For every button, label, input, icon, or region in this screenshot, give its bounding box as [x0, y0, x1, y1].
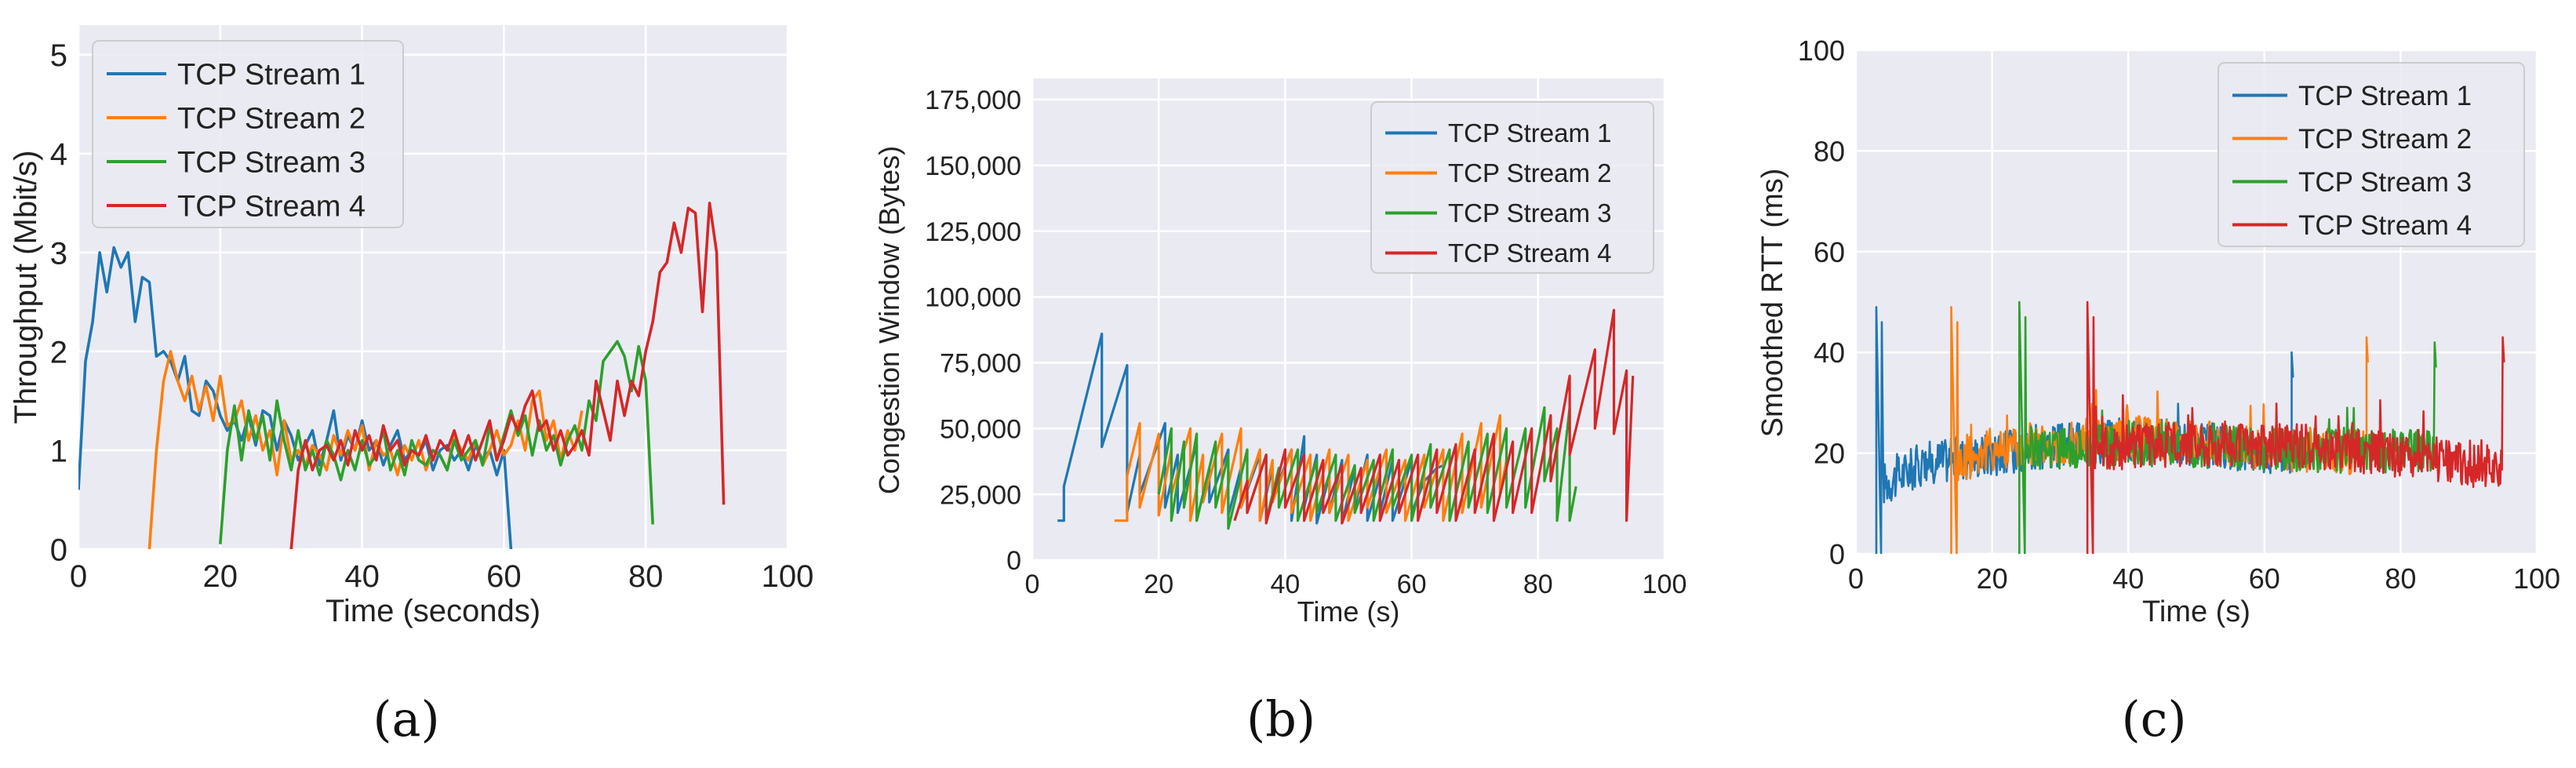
y-tick-label: 4: [50, 137, 67, 172]
chart-panel-b: 0 20 40 60 80 100 0 25,000 50,000 75,000 100,000 12…: [873, 78, 1686, 748]
caption-a: (a): [373, 690, 439, 748]
lines-a: [78, 202, 726, 549]
y-axis-title-a: Throughput (Mbit/s): [9, 150, 43, 424]
legend-label-4: TCP Stream 4: [1448, 238, 1611, 268]
legend-a: TCP Stream 1 TCP Stream 2 TCP Stream 3 TCP …: [92, 40, 404, 228]
x-tick-label: 40: [2112, 562, 2144, 595]
y-tick-label: 100: [1798, 35, 1845, 67]
x-tick-label: 60: [2249, 562, 2280, 595]
legend-label-3: TCP Stream 3: [2298, 167, 2472, 198]
y-tick-label: 50,000: [940, 414, 1021, 444]
y-tick-label: 125,000: [925, 217, 1021, 247]
legend-label-2: TCP Stream 2: [177, 102, 366, 135]
x-tick-label: 100: [2513, 562, 2560, 595]
y-axis-title-c: Smoothed RTT (ms): [1756, 169, 1789, 438]
y-tick-label: 25,000: [940, 480, 1021, 510]
y-tick-label: 20: [1814, 438, 1845, 470]
legend-box: [2218, 62, 2525, 247]
x-tick-label: 0: [70, 559, 87, 594]
x-axis-title-c: Time (s): [2142, 595, 2250, 628]
x-tick-label: 40: [1270, 570, 1300, 599]
legend-box: [92, 40, 404, 228]
x-tick-label: 80: [628, 559, 664, 594]
y-tick-label: 0: [1006, 546, 1021, 576]
series-line-4: [289, 202, 726, 549]
x-tick-label: 0: [1025, 570, 1040, 599]
y-tick-label: 40: [1814, 337, 1845, 369]
y-tick-label: 0: [50, 533, 67, 567]
x-axis-title-b: Time (s): [1297, 595, 1400, 628]
y-tick-label: 100,000: [925, 283, 1021, 313]
y-tick-label: 150,000: [925, 151, 1021, 181]
x-tick-label: 20: [1144, 570, 1173, 599]
y-tick-label: 80: [1814, 135, 1845, 167]
legend-label-4: TCP Stream 4: [2298, 210, 2472, 241]
ticks-c: 0 20 40 60 80 100 0 20 40 60 80 100: [1798, 35, 2560, 595]
ticks-a: 0 20 40 60 80 100 0 1 2 3 4 5: [50, 38, 814, 594]
series-line-4: [1233, 308, 1635, 525]
y-tick-label: 5: [50, 38, 67, 73]
legend-label-1: TCP Stream 1: [1448, 118, 1611, 147]
x-tick-label: 100: [1643, 570, 1687, 599]
lines-c: [1875, 300, 2505, 554]
legend-box: [1370, 101, 1654, 274]
caption-b: (b): [1246, 690, 1315, 748]
x-tick-label: 0: [1848, 562, 1864, 595]
x-tick-label: 20: [203, 559, 238, 594]
legend-label-2: TCP Stream 2: [2298, 124, 2472, 155]
y-axis-title-b: Congestion Window (Bytes): [873, 146, 905, 494]
x-tick-label: 60: [1397, 570, 1427, 599]
legend-b: TCP Stream 1 TCP Stream 2 TCP Stream 3 TCP …: [1370, 101, 1654, 274]
x-axis-title-a: Time (seconds): [326, 594, 540, 628]
y-tick-label: 175,000: [925, 86, 1021, 115]
legend-label-2: TCP Stream 2: [1448, 158, 1611, 187]
lines-b: [1057, 308, 1635, 530]
x-tick-label: 80: [2385, 562, 2416, 595]
y-tick-label: 60: [1814, 236, 1845, 268]
x-tick-label: 20: [1977, 562, 2008, 595]
chart-panel-a: 0 20 40 60 80 100 0 1 2 3 4 5 Time (seconds) Throug…: [9, 25, 813, 748]
y-tick-label: 0: [1829, 538, 1845, 570]
legend-label-4: TCP Stream 4: [177, 190, 366, 223]
x-tick-label: 80: [1523, 570, 1553, 599]
x-tick-label: 100: [762, 559, 814, 594]
x-tick-label: 60: [486, 559, 522, 594]
chart-panel-c: 0 20 40 60 80 100 0 20 40 60 80 100 Time (s) Smooth…: [1756, 35, 2560, 748]
legend-label-3: TCP Stream 3: [177, 146, 366, 179]
y-tick-label: 1: [50, 434, 67, 468]
ticks-b: 0 20 40 60 80 100 0 25,000 50,000 75,000 100,000 12…: [925, 86, 1686, 599]
y-tick-label: 75,000: [940, 349, 1021, 379]
y-tick-label: 3: [50, 236, 67, 271]
legend-label-1: TCP Stream 1: [177, 58, 366, 91]
series-line-3: [1157, 406, 1577, 530]
series-line-4: [2086, 300, 2505, 554]
legend-label-1: TCP Stream 1: [2298, 81, 2472, 111]
caption-c: (c): [2121, 690, 2186, 748]
x-tick-label: 40: [344, 559, 380, 594]
legend-c: TCP Stream 1 TCP Stream 2 TCP Stream 3 TCP …: [2218, 62, 2525, 247]
y-tick-label: 2: [50, 335, 67, 369]
legend-label-3: TCP Stream 3: [1448, 198, 1611, 227]
